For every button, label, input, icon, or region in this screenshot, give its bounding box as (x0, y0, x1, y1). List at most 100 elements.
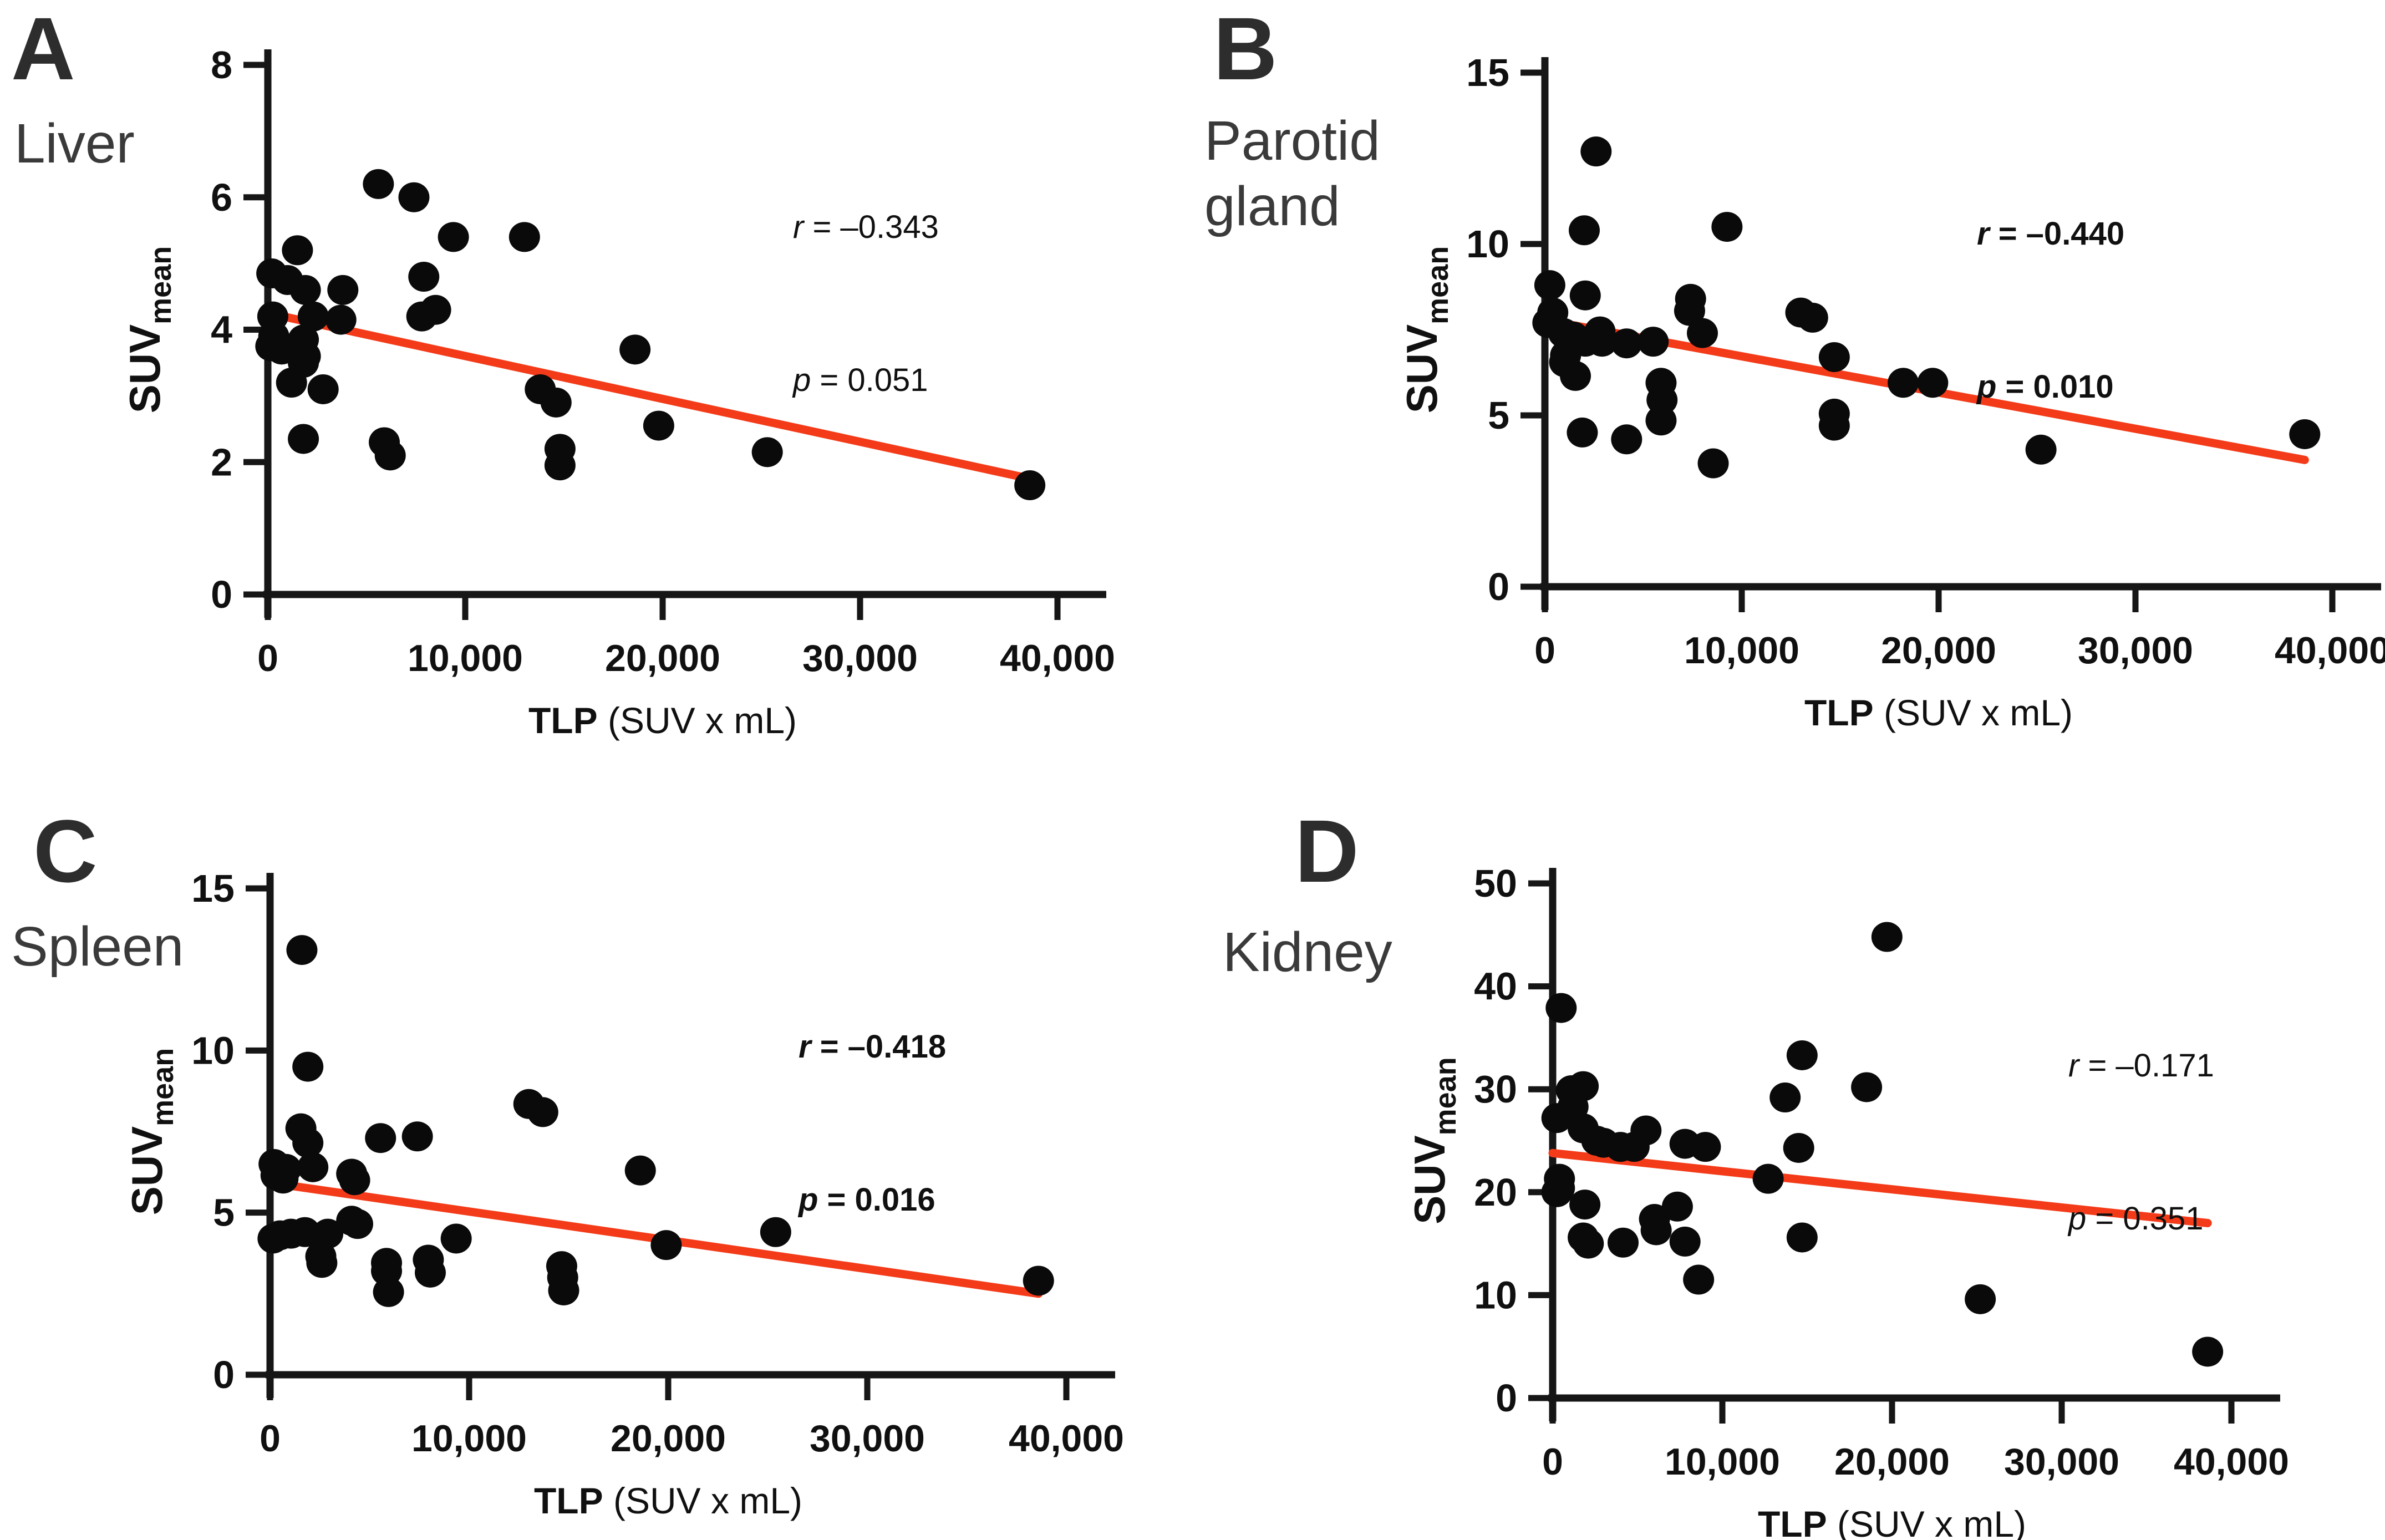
data-point (289, 1217, 321, 1247)
data-point (1711, 212, 1743, 242)
data-point (1569, 280, 1601, 311)
data-point (276, 368, 307, 398)
data-point (1769, 1082, 1801, 1113)
data-point (327, 275, 359, 305)
r-symbol: r (2068, 1048, 2079, 1084)
data-point (643, 410, 674, 441)
data-point (1965, 1284, 1996, 1314)
data-point (760, 1217, 791, 1247)
data-point (1567, 417, 1598, 448)
data-point (401, 1121, 433, 1152)
data-point (1569, 1190, 1601, 1220)
data-point (1888, 368, 1919, 398)
data-point (1560, 360, 1591, 391)
data-point (1661, 1191, 1693, 1222)
data-point (1871, 922, 1903, 952)
x-tick-label: 20,000 (1834, 1441, 1950, 1483)
data-point (1674, 296, 1705, 326)
data-point (1687, 318, 1718, 348)
p-value: p = 0.010 (1977, 369, 2114, 405)
x-tick-label: 40,000 (1009, 1417, 1124, 1460)
data-point (1541, 1177, 1573, 1207)
y-tick-label: 0 (1488, 565, 1509, 608)
data-point (751, 437, 783, 467)
x-tick-label: 0 (1542, 1441, 1563, 1483)
data-point (624, 1155, 656, 1186)
data-point (1669, 1226, 1701, 1257)
x-tick-label: 40,000 (1000, 637, 1115, 679)
y-tick-label: 15 (191, 867, 235, 910)
y-tick-label: 40 (1474, 965, 1517, 1008)
data-point (1697, 448, 1729, 479)
y-tick-label: 5 (213, 1191, 235, 1234)
data-point (2025, 434, 2057, 465)
y-tick-label: 30 (1474, 1068, 1517, 1111)
p-value: p = 0.051 (793, 362, 928, 398)
data-point (1683, 1264, 1715, 1295)
data-point (1534, 270, 1565, 301)
data-point (286, 935, 318, 965)
data-point (440, 1223, 472, 1254)
p-value: p = 0.351 (2068, 1201, 2204, 1237)
data-point (408, 262, 440, 292)
y-tick-label: 10 (191, 1029, 235, 1072)
correlation-stats: r = –0.171 p = 0.351 (2068, 938, 2214, 1346)
trend-line (1548, 1148, 2212, 1227)
y-axis-title: SUVmean (123, 1048, 180, 1215)
correlation-stats: r = –0.418 p = 0.016 (799, 919, 946, 1328)
y-tick-label: 5 (1488, 394, 1509, 437)
data-point (540, 387, 572, 418)
x-tick-label: 10,000 (1665, 1441, 1780, 1483)
data-point (398, 182, 430, 212)
organ-label: Kidney (1223, 921, 1392, 983)
y-axis-title: SUVmean (1405, 1057, 1462, 1224)
liver-scatter-plot: 0 2 4 6 8 0 10,000 20,000 30,000 40,000 TLP (SUV x… (120, 43, 1115, 741)
data-point (619, 334, 651, 365)
x-tick-label: 40,000 (2275, 629, 2385, 672)
panel-letter: C (33, 801, 98, 901)
data-point (306, 1248, 338, 1278)
y-tick-label: 8 (211, 43, 232, 87)
panel-letter: D (1295, 801, 1359, 901)
data-point (282, 235, 313, 266)
data-point (1640, 1215, 1672, 1246)
data-point (1607, 1227, 1639, 1258)
x-tick-label: 20,000 (611, 1417, 726, 1460)
x-tick-label: 10,000 (411, 1417, 527, 1460)
x-tick-label: 20,000 (605, 637, 720, 679)
y-tick-label: 10 (1466, 222, 1509, 266)
data-point (292, 1127, 324, 1158)
y-tick-label: 10 (1474, 1273, 1517, 1317)
data-point (1752, 1163, 1784, 1194)
x-tick-label: 20,000 (1881, 629, 1996, 672)
data-point (342, 1209, 373, 1239)
data-point (297, 1152, 329, 1182)
x-tick-label: 0 (257, 637, 278, 679)
data-point (297, 301, 329, 332)
data-point (1690, 1132, 1721, 1162)
data-point (527, 1097, 558, 1127)
data-point (1611, 328, 1642, 359)
data-point (288, 424, 319, 454)
data-point (1545, 993, 1577, 1023)
data-point (339, 1165, 370, 1196)
data-point (1580, 136, 1612, 167)
p-symbol: p (799, 1182, 818, 1218)
organ-label: Spleen (11, 916, 184, 978)
y-tick-label: 0 (211, 573, 232, 616)
p-symbol: p (2068, 1201, 2087, 1237)
data-point (1573, 1228, 1604, 1259)
x-tick-label: 30,000 (810, 1417, 925, 1460)
x-axis-title: TLP (SUV x mL) (534, 1480, 802, 1521)
x-axis-title: TLP (SUV x mL) (528, 700, 797, 741)
r-symbol: r (1977, 216, 1990, 252)
data-point (307, 374, 339, 404)
p-value: p = 0.016 (799, 1182, 935, 1218)
data-point (1618, 1132, 1650, 1162)
r-value: r = –0.440 (1977, 216, 2125, 252)
panel-liver: 0 2 4 6 8 0 10,000 20,000 30,000 40,000 TLP (SUV x… (0, 0, 1192, 793)
y-tick-label: 15 (1466, 51, 1509, 94)
organ-label: Parotid gland (1204, 110, 1380, 237)
data-point (2289, 419, 2321, 449)
